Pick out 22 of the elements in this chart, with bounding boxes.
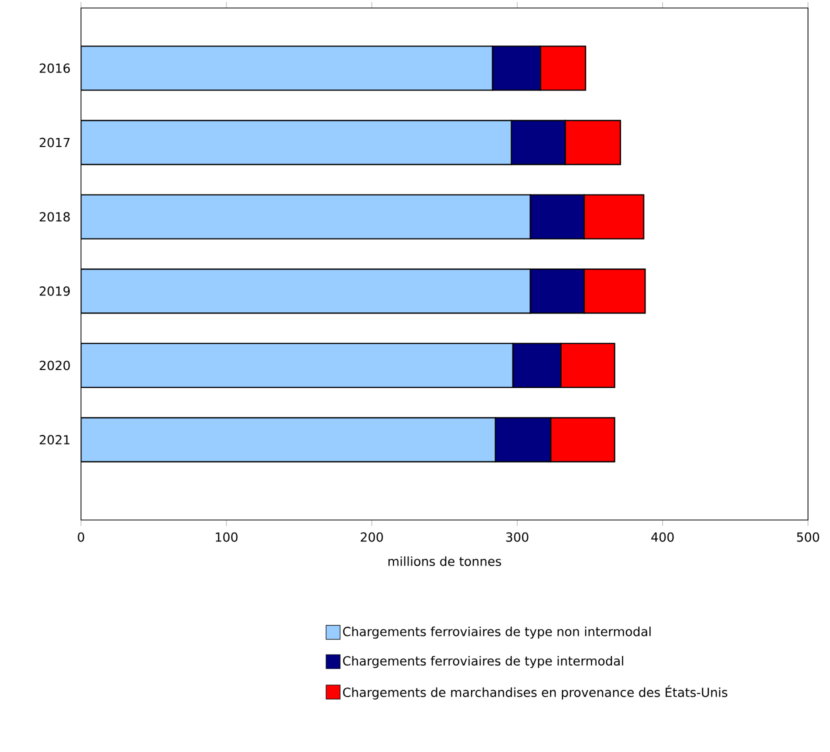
y-tick-label: 2018 [40,212,70,222]
x-tick-label: 200 [360,532,383,542]
x-tick-label: 400 [651,532,674,542]
x-tick-label: 0 [78,532,84,542]
bar [81,417,496,462]
y-tick-label: 2021 [40,435,70,444]
bar [81,194,531,240]
y-tick-label: 2017 [40,138,70,148]
bar [81,46,494,91]
y-tick-label: 2019 [40,286,70,296]
bar [81,342,514,388]
bar [81,268,531,314]
legend-label: Chargements ferroviaires de type intermodal [343,656,624,668]
bar [81,120,512,166]
legend-label: Chargements de marchandises en provenance des États-Unis [343,685,728,700]
x-tick-label: 100 [216,532,238,542]
y-tick-label: 2020 [40,360,70,370]
x-axis-title: millions de tonnes [388,556,502,566]
x-tick-label: 500 [797,532,820,542]
legend-label: Chargements ferroviaires de type non intermodal [343,626,651,639]
y-tick-label: 2016 [40,63,70,73]
x-tick-label: 300 [506,532,528,542]
